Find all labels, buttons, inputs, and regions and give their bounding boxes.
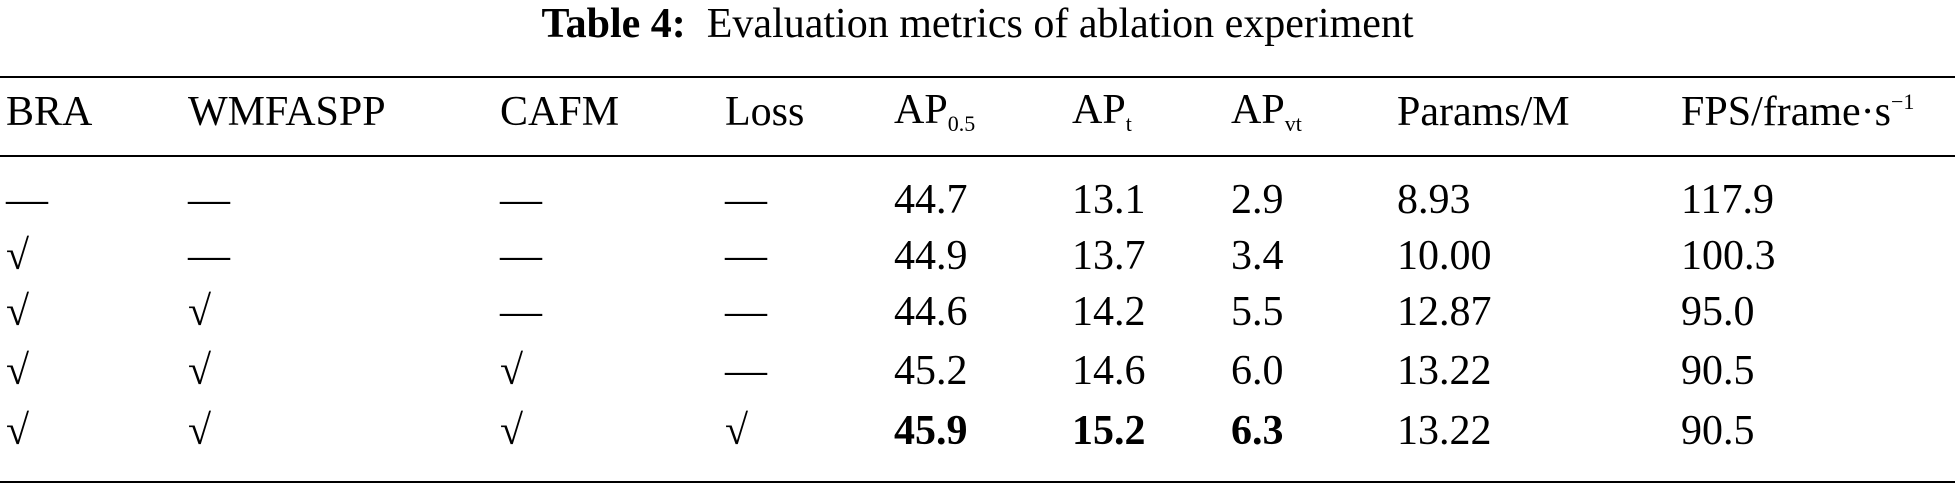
table-cell: √ [500,408,524,454]
header-text: AP [894,87,948,133]
bottom-rule [0,481,1955,483]
table-cell: 13.22 [1397,408,1492,454]
table-cell: — [188,177,230,223]
table-cell: — [500,233,542,279]
table-cell: 95.0 [1681,289,1755,335]
caption-text: Evaluation metrics of ablation experimen… [706,1,1414,47]
header-superscript: −1 [1891,89,1915,114]
caption-label: Table 4: [541,1,686,47]
column-header: APt [1072,89,1132,135]
table-cell: 45.9 [894,408,968,454]
column-header: WMFASPP [188,89,386,135]
column-header: AP0.5 [894,89,975,135]
header-text: FPS/frame·s [1681,89,1891,135]
table-cell: — [188,233,230,279]
table-cell: 8.93 [1397,177,1471,223]
table-cell: √ [188,348,212,394]
table-cell: √ [188,289,212,335]
header-subscript: 0.5 [947,111,976,136]
table-cell: √ [6,408,30,454]
table-cell: 90.5 [1681,348,1755,394]
table-cell: 117.9 [1681,177,1774,223]
table-cell: 13.22 [1397,348,1492,394]
table-cell: 14.6 [1072,348,1146,394]
header-text: AP [1231,87,1285,133]
table-cell: 90.5 [1681,408,1755,454]
table-cell: 6.3 [1231,408,1284,454]
table-cell: 5.5 [1231,289,1284,335]
table-cell: — [500,289,542,335]
table-cell: 6.0 [1231,348,1284,394]
table-cell: 12.87 [1397,289,1492,335]
table-cell: √ [500,348,524,394]
table-cell: 2.9 [1231,177,1284,223]
table-cell: 15.2 [1072,408,1146,454]
column-header: BRA [6,89,93,135]
table-cell: 13.7 [1072,233,1146,279]
table-cell: 13.1 [1072,177,1146,223]
table-cell: — [725,289,767,335]
table-cell: 44.6 [894,289,968,335]
table-cell: 45.2 [894,348,968,394]
table-cell: √ [6,289,30,335]
table-cell: — [500,177,542,223]
mid-rule [0,155,1955,157]
header-subscript: t [1125,111,1132,136]
table-cell: √ [6,233,30,279]
table-cell: 44.7 [894,177,968,223]
column-header: Params/M [1397,89,1570,135]
table-cell: — [6,177,48,223]
table-cell: √ [188,408,212,454]
table-cell: — [725,348,767,394]
table-cell: √ [6,348,30,394]
table-caption: Table 4: Evaluation metrics of ablation … [0,3,1955,45]
table-cell: √ [725,408,749,454]
table-cell: 14.2 [1072,289,1146,335]
table-cell: — [725,177,767,223]
table-cell: — [725,233,767,279]
column-header: Loss [725,89,805,135]
column-header: APvt [1231,89,1302,135]
table-cell: 100.3 [1681,233,1776,279]
header-text: AP [1072,87,1126,133]
table-cell: 3.4 [1231,233,1284,279]
column-header: FPS/frame·s−1 [1681,89,1915,135]
table-cell: 10.00 [1397,233,1492,279]
top-rule [0,76,1955,78]
column-header: CAFM [500,89,620,135]
header-subscript: vt [1284,111,1302,136]
table-cell: 44.9 [894,233,968,279]
